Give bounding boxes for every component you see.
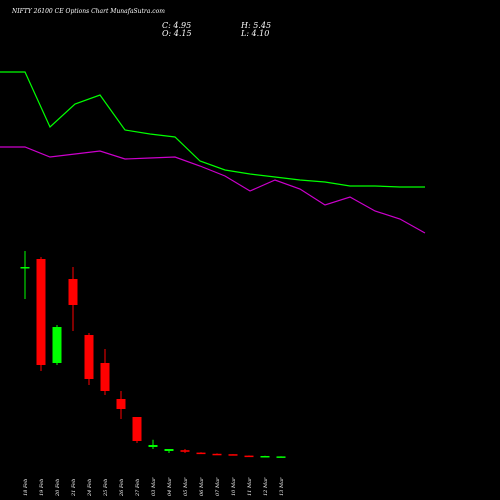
date-label: 05 Mar (183, 477, 189, 496)
candle-body (116, 399, 126, 409)
close-value: C: 4.95 (162, 21, 192, 30)
candle-body (68, 279, 78, 305)
candle-body (164, 449, 174, 451)
date-label: 12 Mar (263, 477, 269, 496)
date-label: 25 Feb (103, 479, 109, 497)
date-label: 11 Mar (247, 477, 253, 496)
candle-body (180, 450, 190, 452)
date-label: 03 Mar (151, 477, 157, 496)
indicator-line-2 (0, 146, 426, 234)
candle-body (212, 453, 222, 456)
date-label: 04 Mar (167, 477, 173, 496)
date-label: 21 Feb (71, 479, 77, 497)
chart-title: NIFTY 26100 CE Options Chart MunafaSutra… (12, 8, 165, 15)
date-label: 26 Feb (119, 479, 125, 497)
date-label: 10 Mar (231, 477, 237, 496)
candle-body (100, 363, 110, 391)
candle-body (36, 259, 46, 365)
candle-body (228, 454, 238, 456)
date-label: 27 Feb (135, 479, 141, 497)
indicator-line-1 (0, 71, 425, 188)
high-value: H: 5.45 (241, 21, 272, 30)
candle-body (52, 327, 62, 363)
candle-body (196, 452, 206, 455)
open-value: O: 4.15 (162, 29, 192, 38)
date-label: 18 Feb (23, 479, 29, 496)
candle-body (148, 445, 158, 447)
date-label: 07 Mar (215, 477, 221, 496)
date-label: 13 Mar (279, 477, 285, 496)
candle-body (84, 335, 94, 379)
candle-body (244, 455, 254, 458)
date-label: 06 Mar (199, 477, 205, 496)
low-value: L: 4.10 (241, 29, 270, 38)
date-label: 20 Feb (55, 479, 61, 497)
date-label: 19 Feb (39, 479, 45, 496)
date-label: 24 Feb (87, 479, 93, 497)
candle-body (276, 456, 286, 458)
candle-body (20, 267, 30, 269)
candle-body (132, 417, 142, 441)
candle-body (260, 456, 270, 458)
